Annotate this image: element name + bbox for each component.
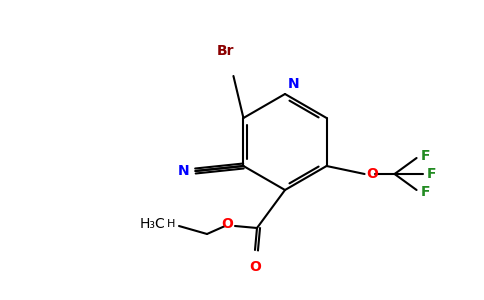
Text: O: O	[249, 260, 261, 274]
Text: Br: Br	[217, 44, 234, 58]
Text: F: F	[421, 149, 430, 163]
Text: N: N	[178, 164, 189, 178]
Text: H₃C: H₃C	[139, 217, 165, 231]
Text: O: O	[221, 217, 233, 231]
Text: F: F	[421, 185, 430, 199]
Text: N: N	[288, 77, 300, 91]
Text: O: O	[366, 167, 378, 181]
Text: H: H	[166, 219, 175, 229]
Text: F: F	[426, 167, 436, 181]
